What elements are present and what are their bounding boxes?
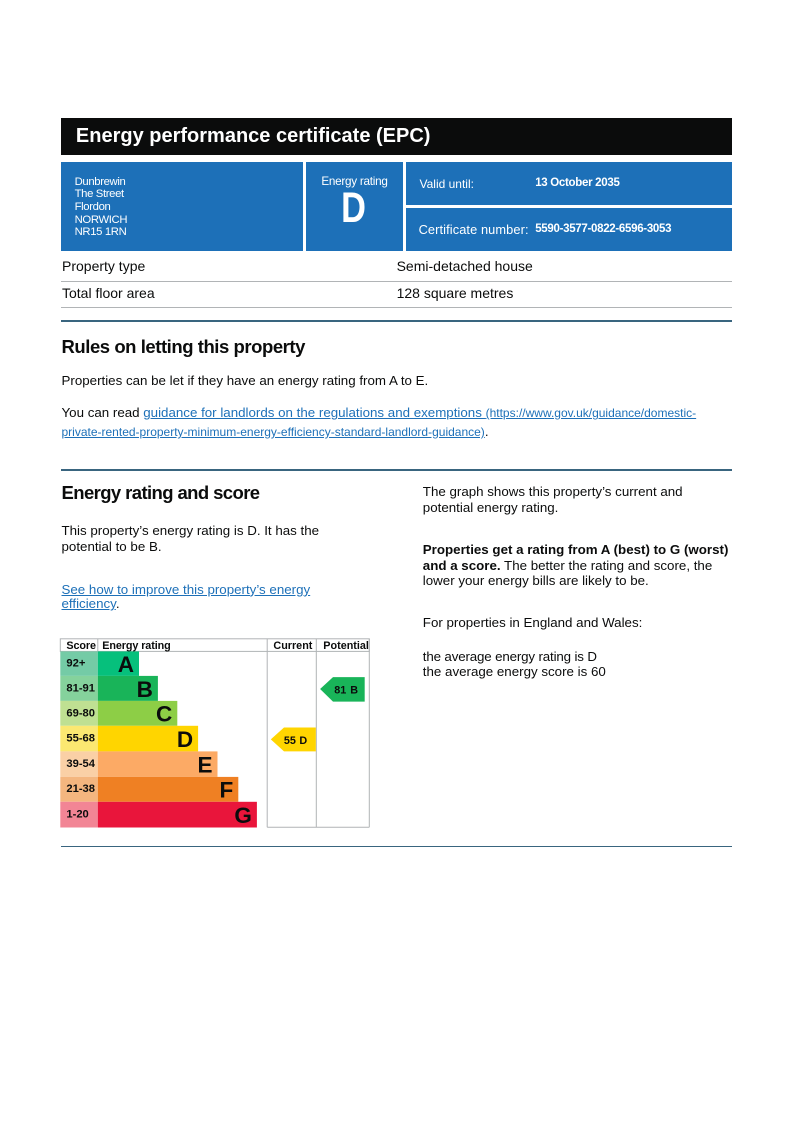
svg-text:D: D [177, 727, 193, 752]
svg-text:D: D [299, 735, 307, 747]
svg-text:21-38: 21-38 [66, 783, 95, 795]
svg-text:55-68: 55-68 [66, 733, 95, 745]
svg-text:B: B [350, 685, 358, 697]
svg-text:Potential: Potential [323, 640, 369, 652]
svg-text:81: 81 [334, 685, 346, 697]
svg-text:1-20: 1-20 [66, 809, 88, 821]
svg-text:69-80: 69-80 [66, 707, 95, 719]
svg-text:Score: Score [66, 640, 96, 652]
svg-text:E: E [197, 753, 212, 778]
svg-text:Energy rating: Energy rating [102, 640, 170, 652]
svg-text:81-91: 81-91 [66, 682, 95, 694]
svg-text:B: B [137, 677, 153, 702]
svg-text:55: 55 [284, 735, 296, 747]
svg-text:Current: Current [273, 640, 312, 652]
svg-text:39-54: 39-54 [66, 758, 95, 770]
svg-text:A: A [118, 652, 134, 677]
svg-text:92+: 92+ [66, 658, 85, 670]
svg-text:G: G [234, 803, 252, 828]
svg-text:C: C [156, 702, 172, 727]
svg-text:F: F [220, 777, 234, 802]
